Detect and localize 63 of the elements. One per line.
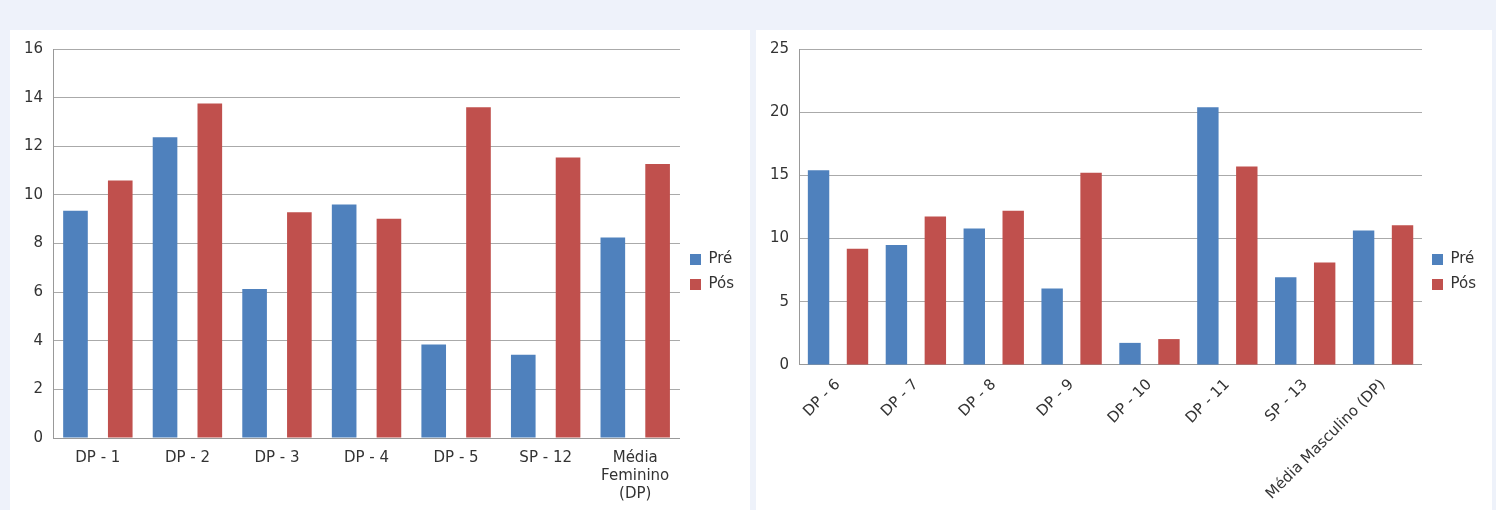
bar	[421, 344, 447, 438]
y-tick-label: 12	[23, 136, 44, 155]
y-tick-label: 20	[769, 102, 790, 121]
x-tick-label: DP - 9	[1032, 375, 1078, 420]
x-tick-label: DP - 2	[164, 447, 210, 466]
y-tick-label: 5	[779, 291, 790, 310]
x-tick-label: DP - 1	[75, 447, 121, 466]
bar	[63, 210, 88, 438]
x-tick-label: SP - 13	[1260, 375, 1311, 426]
y-tick-label: 10	[23, 184, 44, 203]
bar	[885, 244, 908, 365]
y-tick-label: 4	[33, 330, 44, 349]
x-tick-label: DP - 7	[876, 375, 922, 420]
bar	[963, 228, 985, 365]
y-tick-label: 6	[33, 282, 44, 301]
x-tick-label: DP - 6	[798, 375, 844, 420]
x-tick-label: SP - 12	[519, 447, 572, 466]
y-tick-label: 25	[769, 38, 790, 57]
bar	[1119, 342, 1141, 365]
bar	[152, 137, 178, 438]
y-tick-label: 10	[769, 228, 790, 247]
bar	[1236, 166, 1258, 365]
bar	[1002, 210, 1024, 365]
bar	[1313, 262, 1336, 365]
bar	[376, 218, 402, 438]
bar	[1080, 172, 1102, 365]
x-tick-label: DP - 5	[433, 447, 479, 466]
y-tick-label: 2	[33, 379, 44, 398]
bar	[197, 103, 223, 438]
x-tick-label: DP - 11	[1181, 375, 1233, 427]
y-tick-label: 0	[779, 354, 790, 373]
bar	[846, 248, 869, 365]
x-tick-label: DP - 8	[954, 375, 1000, 420]
x-tick-label: Média Feminino (DP)	[601, 447, 670, 502]
bar	[645, 164, 670, 438]
bar	[1041, 288, 1063, 365]
bar	[807, 170, 830, 365]
bar	[1391, 225, 1414, 365]
bar	[1275, 277, 1297, 365]
y-tick-label: 0	[33, 427, 44, 446]
legend-label: Pré	[1450, 249, 1475, 268]
y-tick-label: 15	[769, 165, 790, 184]
bar	[924, 216, 947, 365]
y-tick-label: 16	[23, 38, 44, 57]
bar	[510, 354, 536, 438]
x-tick-label: DP - 4	[344, 447, 390, 466]
bar	[331, 204, 357, 438]
bar	[466, 107, 491, 438]
y-tick-label: 14	[23, 87, 44, 106]
bar	[1352, 230, 1375, 365]
legend-label: Pós	[708, 274, 735, 293]
bar	[1158, 339, 1180, 365]
x-tick-label: DP - 3	[254, 447, 300, 466]
bar	[107, 180, 133, 438]
bar	[600, 237, 626, 438]
bar	[242, 288, 267, 438]
bar	[555, 157, 581, 438]
x-tick-label: DP - 10	[1103, 375, 1156, 427]
legend-label: Pós	[1450, 274, 1477, 293]
y-tick-label: 8	[33, 233, 44, 252]
bar	[287, 212, 312, 438]
legend-label: Pré	[708, 249, 733, 268]
bar	[1197, 107, 1219, 365]
